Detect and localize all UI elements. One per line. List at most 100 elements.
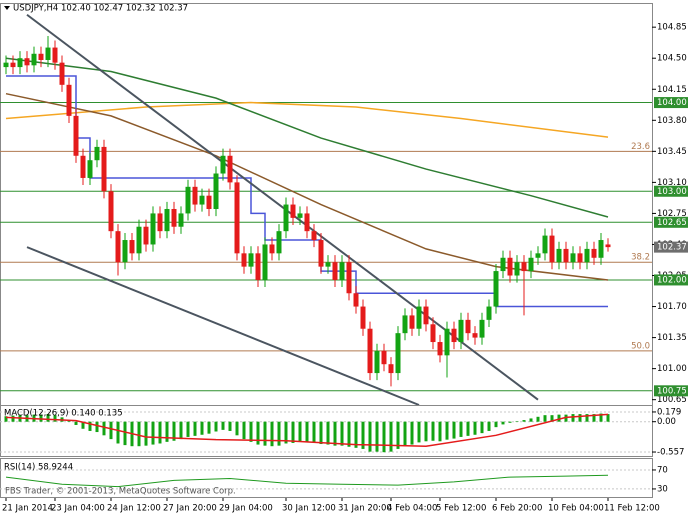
macd-bar [319,421,323,445]
macd-bar [235,421,239,436]
candle-body [591,248,597,258]
candle-body [178,213,184,227]
candle-body [213,173,219,209]
macd-bar [424,421,428,442]
candle-body [542,235,548,254]
candle-body [360,306,366,329]
macd-bar [298,421,302,442]
y-tick-label: 101.70 [657,302,687,312]
price-tag-label: 102.65 [657,218,687,228]
candle-body [451,328,457,343]
candle-body [570,253,576,263]
macd-bar [438,421,442,442]
y-tick-label: 0.00 [657,417,676,427]
y-tick-label: 101.35 [657,333,687,343]
macd-bar [67,420,71,422]
macd-bar [508,421,512,423]
candle-body [563,248,569,263]
macd-bar [39,414,43,422]
candle-body [59,62,65,85]
macd-bar [431,421,435,441]
macd-bar [312,421,316,443]
candle-body [367,328,373,374]
y-tick-label: 30 [657,484,668,494]
macd-bar [564,414,568,422]
candle-body [220,155,226,174]
macd-bar [606,414,610,422]
panel-title: RSI(14) 58.9244 [4,463,73,473]
macd-bar [361,421,365,449]
fib-level-label: 50.0 [631,341,650,351]
candle-body [479,319,485,338]
macd-bar [536,416,540,422]
candle-body [31,53,37,66]
macd-bar [179,421,183,440]
candle-body [556,248,562,263]
x-tick-label: 23 Jan 04:00 [51,504,105,514]
macd-bar [95,421,99,433]
candle-body [507,257,513,276]
macd-bar [277,421,281,446]
candle-body [45,47,51,60]
macd-bar [46,414,50,422]
price-tag-label: 103.00 [657,187,687,197]
candle-body [465,319,471,334]
macd-bar [116,421,120,444]
candle-body [472,333,478,338]
macd-bar [452,421,456,439]
candle-body [577,253,583,263]
fib-level-label: 23.6 [631,142,650,152]
candle-body [353,293,359,307]
y-tick-label: 104.85 [657,23,687,33]
candle-body [549,235,555,263]
candle-body [500,257,506,272]
macd-bar [263,421,267,446]
macd-bar [53,415,57,422]
macd-bar [599,413,603,422]
price-tag-label: 102.00 [657,275,687,285]
candle-body [248,253,254,267]
candle-body [297,213,303,218]
price-tag [654,97,688,109]
candle-body [241,253,247,267]
price-tag-label: 100.75 [657,386,687,396]
macd-bar [494,421,498,428]
candle-body [171,208,177,227]
candle-body [38,53,44,60]
candle-body [143,226,149,245]
macd-bar [473,421,477,435]
macd-bar [305,421,309,442]
macd-bar [228,421,232,431]
macd-bar [354,421,358,448]
menu-arrow-icon[interactable] [4,6,10,10]
x-tick-label: 27 Jan 20:00 [163,504,217,514]
y-tick-label: 103.10 [657,178,687,188]
candle-body [206,195,212,209]
macd-bar [515,421,519,422]
macd-bar [207,421,211,434]
macd-bar [88,421,92,431]
macd-bar [158,421,162,444]
macd-bar [396,421,400,449]
candle-body [192,186,198,205]
candle-body [325,262,331,267]
macd-bar [214,421,218,432]
candle-body [136,226,142,254]
macd-bar [165,421,169,442]
candle-body [255,253,261,280]
panel-frame [0,458,653,498]
macd-bar [389,421,393,452]
macd-bar [81,421,85,429]
macd-bar [74,421,78,425]
x-tick-label: 21 Jan 2014 [2,504,53,514]
macd-bar [543,415,547,422]
x-tick-label: 11 Feb 12:00 [604,504,660,514]
candle-body [304,213,310,232]
footer: FBS Trader, © 2001-2013, MetaQuotes Soft… [5,487,236,497]
macd-bar [242,421,246,440]
price-tag [654,216,688,228]
y-tick-label: 103.80 [657,116,687,126]
candle-body [388,364,394,374]
candle-body [339,262,345,280]
candle-body [283,204,289,232]
